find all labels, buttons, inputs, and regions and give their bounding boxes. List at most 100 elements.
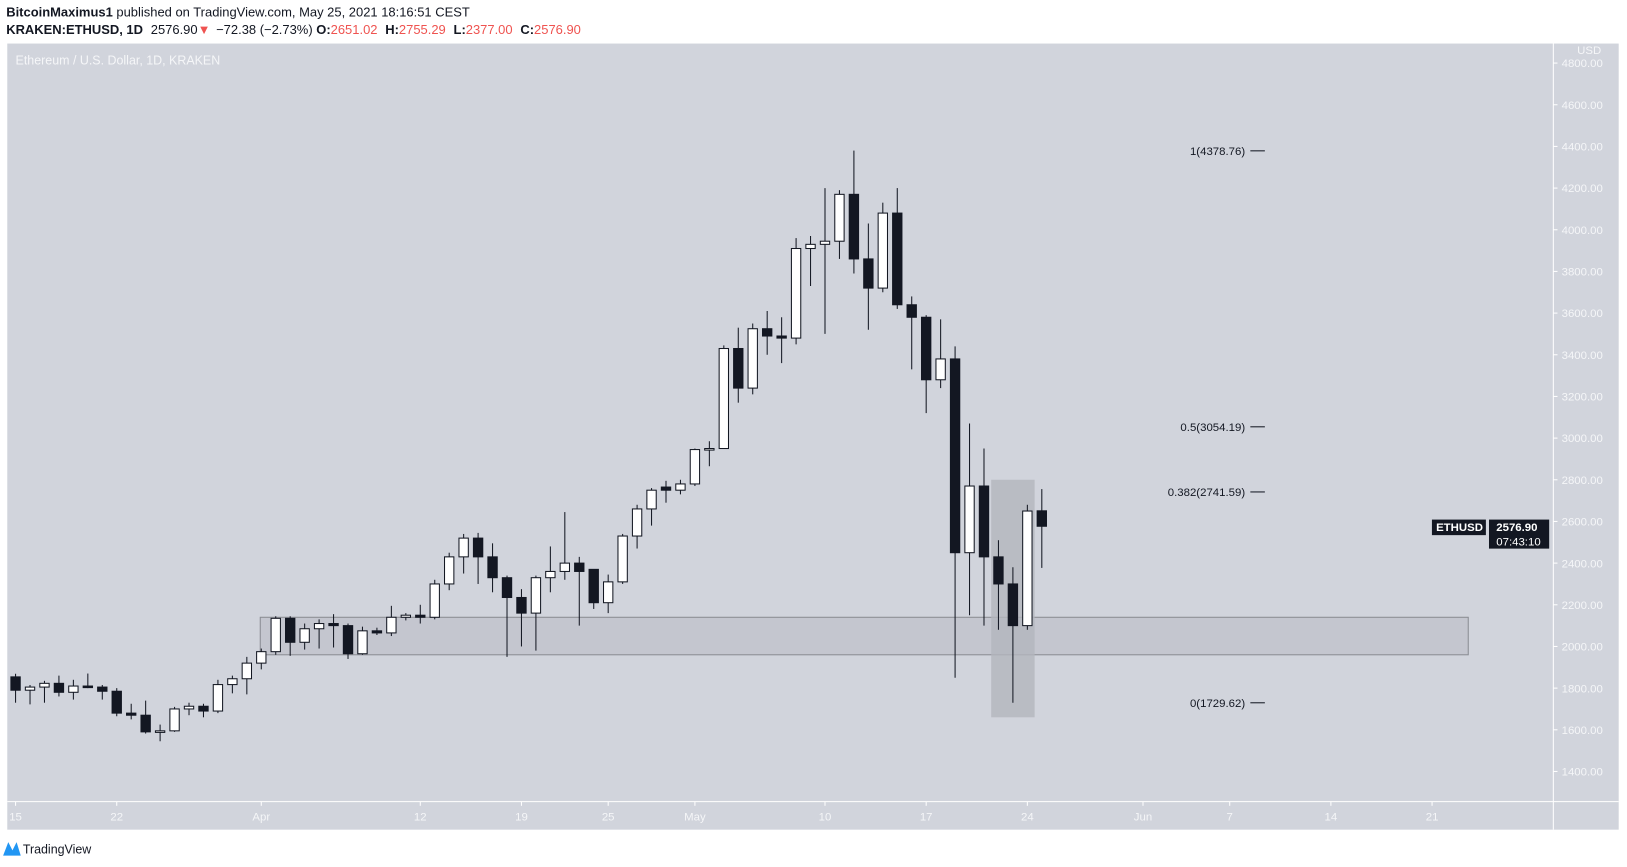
candle: [935, 319, 946, 389]
candle-body: [68, 685, 79, 693]
close-value: 2576.90: [534, 22, 581, 37]
tradingview-logo[interactable]: TradingView: [3, 842, 92, 857]
candle: [646, 488, 657, 526]
candle-body: [559, 562, 571, 572]
fib-levels: 1(4378.76) 0.5(3054.19) 0.382(2741.59) 0(17…: [1168, 146, 1265, 710]
price-tag-bg: [1488, 519, 1550, 549]
candle-body: [154, 730, 166, 733]
candle-body: [863, 258, 874, 289]
candle: [718, 345, 730, 450]
last-price: 2576.90: [151, 22, 198, 37]
candle: [270, 616, 281, 655]
candle: [126, 703, 137, 720]
candle: [964, 423, 975, 616]
candle-body: [718, 347, 730, 450]
currency-label[interactable]: USD: [1577, 45, 1601, 57]
candle: [949, 346, 961, 678]
candle-body: [212, 684, 224, 712]
candle-body: [429, 583, 440, 618]
x-tick-label: Apr: [252, 811, 270, 823]
candle: [617, 533, 628, 584]
candle: [241, 656, 253, 695]
fib-level-label: 1(4378.76): [1190, 146, 1245, 158]
candle-body: [689, 449, 701, 485]
x-tick-label: 22: [110, 811, 123, 823]
candle: [588, 568, 599, 609]
y-tick-label: 4800.00: [1562, 58, 1603, 70]
candle: [689, 448, 701, 487]
y-tick-label: 3200.00: [1562, 392, 1603, 404]
candle: [1022, 504, 1033, 630]
time-axis[interactable]: 15 22 Apr 12 19 25 May 10 17 24 Jun 7 14 21: [9, 801, 1439, 824]
chart-title: Ethereum / U.S. Dollar, 1D, KRAKEN: [16, 53, 221, 67]
low-label: L:: [454, 22, 466, 37]
candle-body: [964, 485, 975, 554]
y-tick-label: 3600.00: [1562, 308, 1603, 320]
candle-body: [140, 714, 151, 733]
candle: [400, 613, 412, 621]
candle-body: [472, 537, 484, 558]
candle-body: [602, 581, 614, 604]
published-text: published on TradingView.com, May 25, 20…: [116, 5, 469, 20]
candle-body: [920, 316, 932, 381]
candle-body: [126, 712, 137, 716]
fib-level-label: 0.5(3054.19): [1180, 422, 1245, 434]
candle: [386, 605, 397, 637]
candle: [299, 623, 310, 650]
candle: [415, 604, 426, 624]
candle-body: [39, 682, 50, 688]
y-tick-label: 1800.00: [1562, 683, 1603, 695]
candle-body: [906, 304, 917, 318]
candle: [227, 675, 238, 694]
candle: [285, 616, 296, 656]
candle-body: [256, 651, 267, 664]
candle-body: [313, 623, 325, 630]
candle: [198, 703, 209, 718]
x-tick-label: May: [684, 811, 706, 823]
candle-body: [848, 193, 860, 260]
x-tick-label: 21: [1426, 811, 1439, 823]
candle-body: [646, 489, 657, 510]
candle: [920, 315, 932, 414]
candle: [429, 579, 440, 620]
price-tag-symbol: ETHUSD: [1436, 522, 1483, 534]
x-tick-label: 19: [515, 811, 528, 823]
y-tick-label: 2000.00: [1562, 642, 1603, 654]
candle-body: [790, 247, 802, 339]
fib-level-label: 0.382(2741.59): [1168, 487, 1246, 499]
y-tick-label: 4400.00: [1562, 142, 1603, 154]
down-arrow-icon: ▼: [198, 22, 211, 37]
candle: [805, 236, 816, 287]
candle-body: [357, 630, 368, 655]
high-value: 2755.29: [399, 22, 446, 37]
candle-body: [776, 335, 787, 339]
candle-body: [747, 328, 758, 389]
candle: [154, 724, 166, 742]
y-tick-label: 4000.00: [1562, 225, 1603, 237]
candle: [1007, 567, 1019, 703]
publisher-name[interactable]: BitcoinMaximus1: [6, 5, 113, 20]
x-tick-label: 15: [9, 811, 22, 823]
candle-body: [805, 243, 816, 250]
tradingview-brand: TradingView: [23, 843, 92, 857]
candle: [169, 706, 180, 732]
candle-body: [617, 535, 628, 583]
candles-layer: [10, 150, 1047, 742]
candle: [848, 150, 860, 274]
candle-body: [516, 596, 527, 614]
symbol-label: KRAKEN:ETHUSD, 1D: [6, 22, 143, 37]
price-axis[interactable]: 4800.00 4600.00 4400.00 4200.00 4000.00 3800.…: [1553, 58, 1603, 779]
candle: [602, 574, 614, 614]
chart-background: [7, 43, 1619, 830]
candle-body: [415, 614, 426, 618]
y-tick-label: 1600.00: [1562, 725, 1603, 737]
candle-body: [704, 448, 715, 451]
candle-body: [978, 485, 990, 558]
candle: [574, 556, 585, 626]
candle: [472, 532, 484, 584]
high-label: H:: [385, 22, 399, 37]
candle: [675, 479, 686, 495]
candle: [342, 623, 354, 659]
price-tag-countdown: 07:43:10: [1496, 537, 1540, 549]
